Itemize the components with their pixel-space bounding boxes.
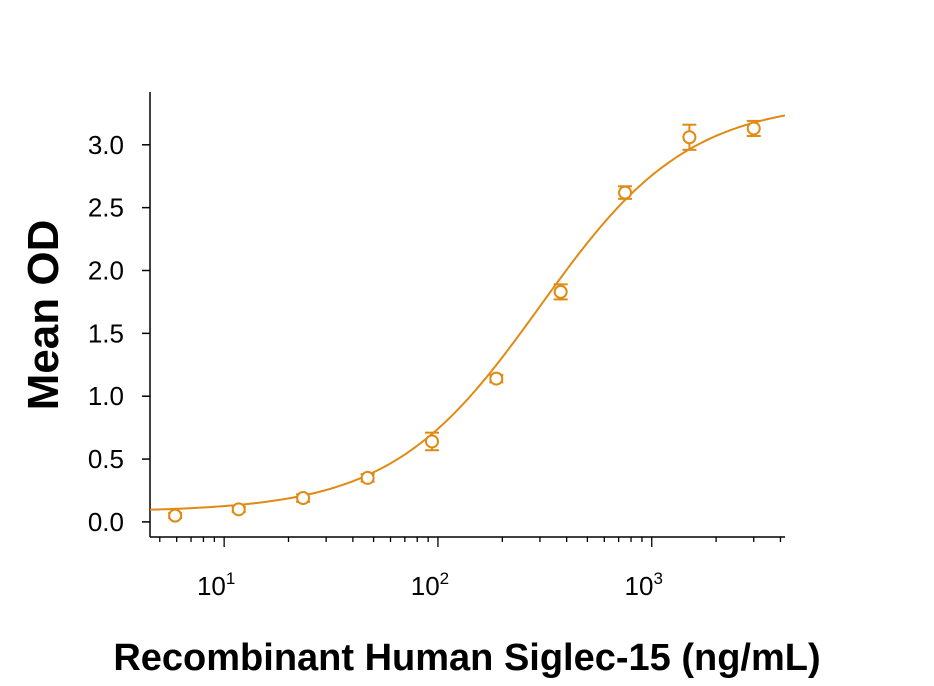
data-marker xyxy=(425,434,440,449)
y-tick-label: 0.0 xyxy=(88,507,124,537)
data-marker xyxy=(296,491,311,506)
y-tick-label: 1.0 xyxy=(88,381,124,411)
data-point xyxy=(168,508,183,523)
x-tick-label: 101 xyxy=(197,569,235,601)
data-point xyxy=(682,123,697,151)
data-point xyxy=(231,502,246,517)
x-tick-label: 103 xyxy=(625,569,663,601)
y-axis-title: Mean OD xyxy=(19,220,68,411)
x-tick-label: 102 xyxy=(411,569,449,601)
data-marker xyxy=(746,121,761,136)
data-point xyxy=(489,371,504,386)
data-marker xyxy=(618,185,633,200)
data-point xyxy=(425,431,440,452)
data-point xyxy=(553,283,568,301)
y-tick-label: 0.5 xyxy=(88,444,124,474)
y-tick-label: 2.0 xyxy=(88,256,124,286)
data-point xyxy=(296,491,311,506)
data-marker xyxy=(682,130,697,145)
data-point xyxy=(618,185,633,200)
data-marker xyxy=(168,508,183,523)
plot-area: 0.0 0.5 1.0 1.5 2.0 2.5 3.0 101 102 103 xyxy=(88,92,786,601)
data-marker xyxy=(360,470,375,485)
data-point xyxy=(746,119,761,137)
data-marker xyxy=(231,502,246,517)
fit-curve xyxy=(149,114,786,511)
x-axis-title: Recombinant Human Siglec-15 (ng/mL) xyxy=(113,637,820,679)
data-marker xyxy=(489,371,504,386)
data-marker xyxy=(553,284,568,299)
y-tick-label: 2.5 xyxy=(88,193,124,223)
y-tick-label: 3.0 xyxy=(88,130,124,160)
y-tick-label: 1.5 xyxy=(88,318,124,348)
data-point xyxy=(360,470,375,485)
